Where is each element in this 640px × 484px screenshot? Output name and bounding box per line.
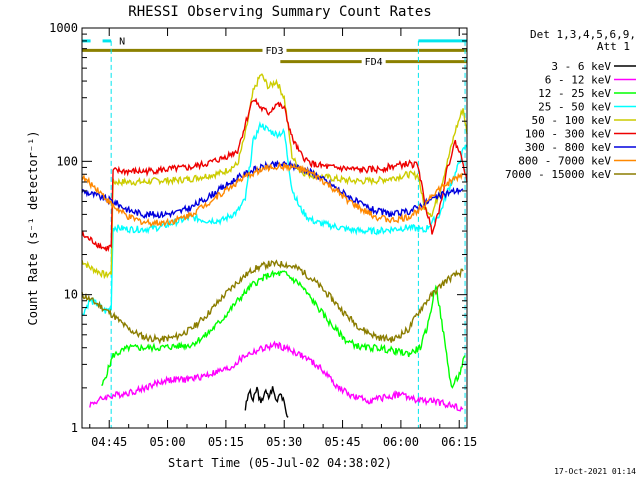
- band-label-fd4: FD4: [365, 57, 383, 68]
- legend-header-line-1: Det 1,3,4,5,6,9,: [530, 28, 636, 41]
- series-line-25-50-kev: [81, 121, 468, 316]
- chart-title: RHESSI Observing Summary Count Rates: [128, 4, 431, 20]
- y-axis-label: Count Rate (s⁻¹ detector⁻¹): [26, 130, 40, 325]
- x-tick-label-2: 05:15: [208, 435, 244, 449]
- series-line-300-800-kev: [81, 159, 464, 220]
- y-tick-label-3: 1000: [49, 21, 78, 35]
- legend-label-3: 25 - 50 keV: [538, 101, 611, 114]
- y-tick-label-1: 10: [64, 288, 78, 302]
- legend-label-5: 100 - 300 keV: [525, 128, 611, 141]
- x-axis-label: Start Time (05-Jul-02 04:38:02): [168, 456, 392, 470]
- legend-label-1: 6 - 12 keV: [545, 74, 612, 87]
- series-line-7000-15000-kev: [81, 259, 464, 345]
- x-tick-label-4: 05:45: [324, 435, 360, 449]
- legend-label-0: 3 - 6 keV: [551, 60, 611, 73]
- x-tick-label-5: 06:00: [383, 435, 419, 449]
- plot-frame: [81, 27, 468, 429]
- series-line-12-25-kev: [101, 269, 466, 389]
- plot-area: [81, 73, 468, 418]
- x-tick-label-6: 06:15: [441, 435, 477, 449]
- legend-label-4: 50 - 100 keV: [532, 114, 612, 127]
- series-line-3-6-kev: [244, 386, 289, 418]
- legend-label-2: 12 - 25 keV: [538, 87, 611, 100]
- footer-timestamp: 17-Oct-2021 01:14: [554, 467, 636, 476]
- x-tick-label-1: 05:00: [149, 435, 185, 449]
- y-tick-label-2: 100: [56, 154, 78, 168]
- series-line-50-100-kev: [81, 73, 468, 280]
- band-label-fd3: FD3: [265, 46, 283, 57]
- band-label-n: N: [119, 36, 125, 47]
- legend-label-7: 800 - 7000 keV: [518, 155, 611, 168]
- legend-label-6: 300 - 800 keV: [525, 141, 611, 154]
- axes: 04:45 05:00 05:15 05:30 05:45 06:00 06:15 1 10 10…: [49, 21, 477, 449]
- series-line-100-300-kev: [81, 97, 468, 253]
- y-tick-label-0: 1: [71, 421, 78, 435]
- legend-header-line-2: Att 1: [597, 40, 630, 53]
- series-line-800-7000-kev: [81, 161, 464, 228]
- series-line-6-12-kev: [89, 340, 464, 412]
- legend-label-8: 7000 - 15000 keV: [505, 168, 611, 181]
- x-tick-label-3: 05:30: [266, 435, 302, 449]
- x-tick-label-0: 04:45: [91, 435, 127, 449]
